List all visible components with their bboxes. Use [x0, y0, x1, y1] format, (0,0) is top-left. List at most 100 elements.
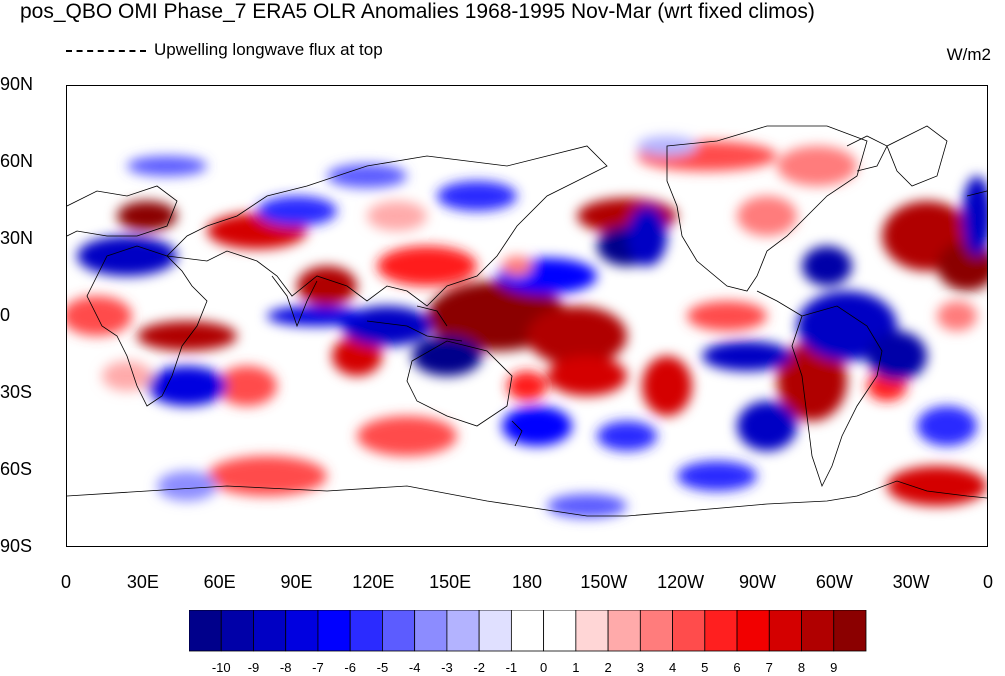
anomaly-region [267, 306, 367, 326]
anomaly-region [157, 471, 217, 501]
anomaly-region [677, 461, 757, 491]
anomaly-region [737, 196, 797, 236]
colorbar-label: -6 [344, 660, 356, 675]
colorbar-label: -7 [312, 660, 324, 675]
colorbar-swatch [414, 610, 448, 652]
anomaly-region [117, 201, 177, 231]
coastlines [67, 125, 987, 517]
lat-tick-label: 90S [0, 536, 33, 556]
colorbar-label: 8 [797, 660, 806, 675]
anomaly-region [777, 146, 857, 186]
anomaly-region [507, 371, 547, 401]
lat-tick-label: 30S [0, 382, 33, 402]
lon-tick-label: 120W [657, 572, 705, 592]
map-plot [66, 85, 988, 547]
anomaly-region [502, 406, 572, 446]
anomaly-region [687, 301, 767, 331]
legend: Upwelling longwave flux at top [66, 40, 383, 60]
anomaly-region [642, 356, 692, 416]
colorbar-label: 3 [636, 660, 644, 675]
anomaly-region [137, 321, 237, 351]
colorbar-swatch [607, 610, 641, 652]
colorbar-label: 7 [765, 660, 773, 675]
colorbar-label: -2 [473, 660, 485, 675]
anomaly-region [937, 301, 977, 331]
colorbar-swatch [543, 610, 577, 652]
lon-tick-label: 180 [511, 572, 543, 592]
lon-tick-label: 90W [738, 572, 777, 592]
colorbar-label: -5 [376, 660, 389, 675]
colorbar-label: 2 [604, 660, 612, 675]
lon-tick-label: 120E [352, 572, 395, 592]
anomaly-region [357, 416, 457, 456]
anomaly-region [147, 366, 227, 406]
colorbar-swatch [704, 610, 738, 652]
lat-tick-label: 60S [0, 459, 33, 479]
colorbar-label: -9 [247, 660, 260, 675]
colorbar-label: 5 [701, 660, 709, 675]
anomaly-region [527, 306, 627, 366]
anomaly-region [737, 401, 797, 451]
colorbar-label: -4 [408, 660, 421, 675]
anomaly-region [702, 341, 792, 371]
anomaly-region [77, 236, 177, 276]
colorbar-label: 9 [830, 660, 838, 675]
anomaly-region [547, 356, 627, 396]
lon-tick-label: 90E [280, 572, 313, 592]
anomaly-region [377, 246, 477, 286]
colorbar-swatch [220, 610, 254, 652]
anomaly-region [597, 421, 657, 451]
anomaly-region [327, 164, 407, 188]
dashed-line-icon [66, 49, 146, 52]
colorbar-swatch [768, 610, 802, 652]
lat-tick-label: 0 [0, 305, 11, 325]
lon-tick-label: 0 [982, 572, 994, 592]
colorbar-swatch [575, 610, 609, 652]
units-label: W/m2 [946, 45, 991, 64]
colorbar-label: 0 [539, 660, 548, 675]
anomaly-region [802, 246, 852, 286]
lon-tick-label: 150E [429, 572, 472, 592]
lat-tick-label: 90N [0, 74, 34, 94]
anomaly-region [627, 206, 667, 266]
colorbar-label: -10 [211, 660, 231, 675]
anomaly-region [867, 331, 927, 381]
anomaly-field [67, 86, 987, 546]
lon-tick-label: 60E [203, 572, 236, 592]
colorbar-swatch [349, 610, 383, 652]
colorbar-swatch [510, 610, 545, 652]
lat-tick-label: 30N [0, 228, 34, 248]
colorbar-label: -8 [279, 660, 292, 675]
lon-tick-label: 60W [815, 572, 853, 592]
anomaly-region [332, 336, 382, 376]
anomaly-region [437, 181, 517, 211]
colorbar-label: -1 [505, 660, 518, 675]
anomaly-region [102, 361, 152, 391]
anomaly-region [917, 406, 977, 446]
colorbar-label: 4 [668, 660, 677, 675]
colorbar-swatch [189, 610, 222, 652]
colorbar-swatch [446, 610, 480, 652]
anomaly-region [502, 256, 532, 276]
lat-tick-label: 60N [0, 151, 34, 171]
anomaly-region [777, 341, 847, 421]
anomaly-region [67, 296, 132, 336]
anomaly-region [547, 494, 627, 518]
colorbar-swatch [285, 610, 319, 652]
anomaly-region [412, 336, 482, 376]
colorbar-label: 1 [572, 660, 580, 675]
anomaly-region [217, 366, 277, 406]
colorbar-swatch [382, 610, 416, 652]
anomaly-region [367, 201, 427, 231]
colorbar-swatch [253, 610, 287, 652]
anomaly-region [297, 266, 357, 306]
colorbar-label: 6 [733, 660, 741, 675]
colorbar-swatch [639, 610, 673, 652]
lon-tick-label: 30W [892, 572, 930, 592]
colorbar [189, 610, 867, 652]
map-title: pos_QBO OMI Phase_7 ERA5 OLR Anomalies 1… [20, 0, 815, 23]
lon-tick-label: 30E [126, 572, 159, 592]
anomaly-region [127, 156, 207, 176]
colorbar-swatch [801, 610, 835, 652]
colorbar-swatch [672, 610, 706, 652]
